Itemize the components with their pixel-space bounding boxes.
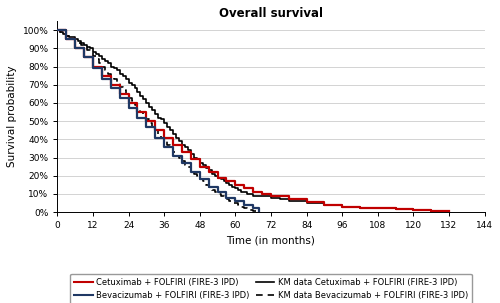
- Legend: Cetuximab + FOLFIRI (FIRE-3 IPD), Bevacizumab + FOLFIRI (FIRE-3 IPD), KM data Ce: Cetuximab + FOLFIRI (FIRE-3 IPD), Bevaci…: [70, 274, 472, 303]
- Y-axis label: Survival probability: Survival probability: [7, 66, 17, 167]
- Title: Overall survival: Overall survival: [219, 7, 323, 20]
- X-axis label: Time (in months): Time (in months): [226, 236, 316, 246]
